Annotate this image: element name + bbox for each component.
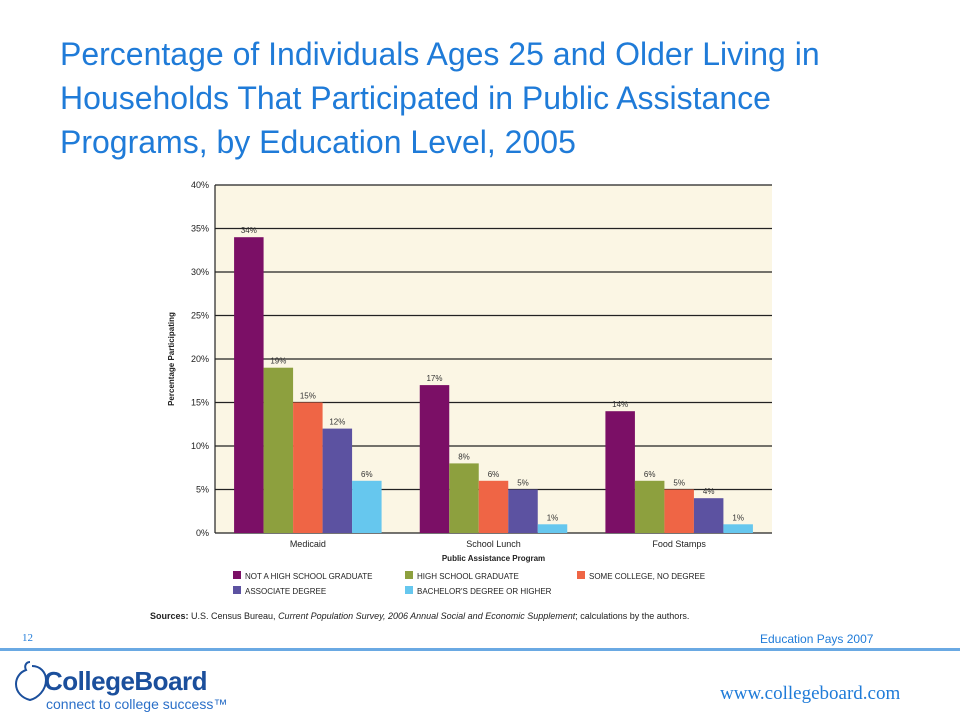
logo-wordmark: CollegeBoard	[44, 666, 208, 696]
legend-swatch	[577, 571, 585, 579]
x-tick-label: Medicaid	[290, 539, 326, 549]
bar	[693, 498, 724, 533]
bar-chart: 0% 5% 10% 15% 20% 25% 30% 35% 40% 34% 19% 15% 12% 6% M…	[167, 180, 772, 596]
bar	[605, 411, 635, 533]
sources-text-2: ; calculations by the authors.	[575, 611, 690, 621]
website-link[interactable]: www.collegeboard.com	[720, 683, 901, 704]
collegeboard-logo: CollegeBoard connect to college success™	[12, 656, 242, 716]
bar-value-label: 15%	[300, 392, 316, 401]
y-axis-title: Percentage Participating	[167, 312, 176, 406]
bar-value-label: 1%	[547, 513, 559, 522]
y-tick-label: 40%	[191, 180, 209, 190]
bar-value-label: 5%	[673, 479, 685, 488]
bar	[664, 489, 694, 533]
bar-value-label: 6%	[361, 470, 373, 479]
bar-value-label: 6%	[644, 470, 656, 479]
bar	[508, 489, 538, 533]
x-axis-title: Public Assistance Program	[442, 554, 545, 563]
legend-swatch	[405, 571, 413, 579]
y-tick-label: 10%	[191, 441, 209, 451]
legend-label: NOT A HIGH SCHOOL GRADUATE	[245, 572, 372, 581]
acorn-logo-icon	[14, 661, 48, 702]
sources-label: Sources:	[150, 611, 189, 621]
bar-value-label: 1%	[732, 513, 744, 522]
bar	[352, 480, 382, 533]
bar-value-label: 4%	[703, 487, 715, 496]
bar	[634, 480, 665, 533]
bar	[419, 385, 450, 533]
sources-survey-name: Current Population Survey, 2006 Annual S…	[278, 611, 576, 621]
y-tick-label: 35%	[191, 224, 209, 234]
y-tick-label: 5%	[196, 485, 209, 495]
bar	[449, 463, 479, 533]
page-number: 12	[22, 632, 33, 644]
bar	[234, 237, 264, 533]
x-tick-label: School Lunch	[466, 539, 521, 549]
bar-value-label: 6%	[488, 470, 500, 479]
legend-label: HIGH SCHOOL GRADUATE	[417, 572, 519, 581]
legend-swatch	[233, 586, 241, 594]
slide-title: Percentage of Individuals Ages 25 and Ol…	[60, 36, 820, 160]
bar	[293, 402, 323, 533]
bar-value-label: 12%	[329, 418, 345, 427]
bar-value-label: 17%	[426, 374, 442, 383]
y-tick-label: 30%	[191, 267, 209, 277]
x-tick-label: Food Stamps	[652, 539, 706, 549]
sources-note: Sources: U.S. Census Bureau, Current Pop…	[150, 611, 689, 621]
bar-value-label: 19%	[270, 357, 286, 366]
bar	[537, 524, 568, 533]
y-tick-label: 25%	[191, 311, 209, 321]
bar	[478, 480, 509, 533]
bar-value-label: 14%	[612, 400, 628, 409]
footer-divider	[0, 648, 960, 651]
legend-label: BACHELOR'S DEGREE OR HIGHER	[417, 587, 552, 596]
publication-name: Education Pays 2007	[760, 632, 874, 646]
legend-swatch	[405, 586, 413, 594]
legend-label: SOME COLLEGE, NO DEGREE	[589, 572, 705, 581]
bar	[322, 428, 353, 533]
logo-tagline: connect to college success™	[46, 696, 228, 712]
sources-text-1: U.S. Census Bureau,	[188, 611, 279, 621]
bar-value-label: 8%	[458, 452, 470, 461]
bar-value-label: 5%	[517, 479, 529, 488]
bar	[263, 367, 294, 533]
legend-swatch	[233, 571, 241, 579]
bar	[723, 524, 753, 533]
y-tick-label: 20%	[191, 354, 209, 364]
y-tick-label: 15%	[191, 398, 209, 408]
bar-value-label: 34%	[241, 226, 257, 235]
legend-label: ASSOCIATE DEGREE	[245, 587, 326, 596]
y-tick-label: 0%	[196, 528, 209, 538]
